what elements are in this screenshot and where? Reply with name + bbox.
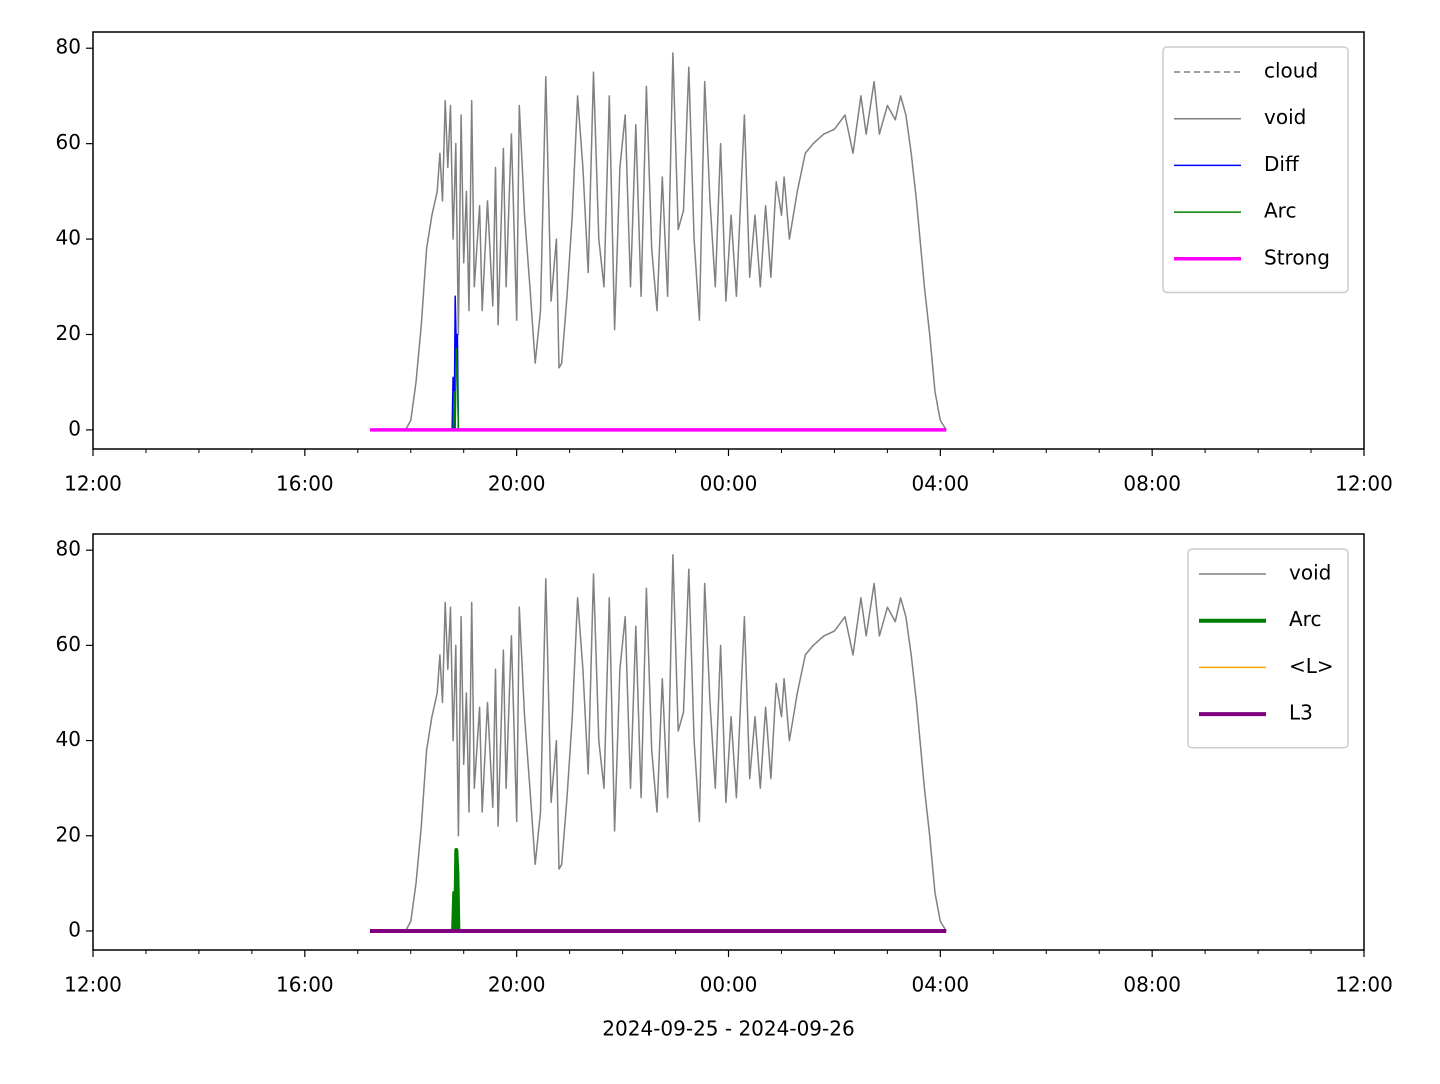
legend-box <box>1162 46 1349 294</box>
series-line <box>370 554 947 932</box>
y-tick-label: 40 <box>56 226 81 250</box>
series-line <box>451 295 460 431</box>
legend-label: Strong <box>1264 245 1330 269</box>
y-tick-label: 60 <box>56 632 81 656</box>
legend-box <box>1187 548 1349 749</box>
y-tick-label: 20 <box>56 321 81 345</box>
x-tick-label: 00:00 <box>700 973 758 997</box>
x-tick-label: 12:00 <box>1335 973 1393 997</box>
legend-label: <L> <box>1289 654 1334 678</box>
x-tick-label: 16:00 <box>276 472 334 496</box>
y-tick-label: 60 <box>56 130 81 154</box>
series-line <box>370 52 947 431</box>
series-line <box>452 348 460 431</box>
x-tick-label: 20:00 <box>488 472 546 496</box>
x-tick-label: 08:00 <box>1123 973 1181 997</box>
legend-label: Arc <box>1264 199 1296 223</box>
y-tick-label: 0 <box>68 416 81 440</box>
legend-label: void <box>1289 561 1331 585</box>
x-tick-label: 16:00 <box>276 973 334 997</box>
legend-label: Arc <box>1289 607 1321 631</box>
legend-label: Diff <box>1264 152 1300 176</box>
x-tick-label: 12:00 <box>1335 472 1393 496</box>
axes-frame <box>92 533 1365 951</box>
series-line <box>451 848 461 933</box>
x-axis-label: 2024-09-25 - 2024-09-26 <box>602 1017 854 1041</box>
legend-label: void <box>1264 105 1306 129</box>
x-tick-label: 12:00 <box>64 973 122 997</box>
x-tick-label: 12:00 <box>64 472 122 496</box>
y-tick-label: 80 <box>56 35 81 59</box>
y-tick-label: 20 <box>56 822 81 846</box>
x-tick-label: 08:00 <box>1123 472 1181 496</box>
y-tick-label: 40 <box>56 727 81 751</box>
x-tick-label: 00:00 <box>700 472 758 496</box>
y-tick-label: 80 <box>56 537 81 561</box>
x-tick-label: 04:00 <box>912 973 970 997</box>
legend-label: L3 <box>1289 701 1313 725</box>
y-tick-label: 0 <box>68 917 81 941</box>
x-tick-label: 04:00 <box>912 472 970 496</box>
x-tick-label: 20:00 <box>488 973 546 997</box>
legend-label: cloud <box>1264 59 1318 83</box>
